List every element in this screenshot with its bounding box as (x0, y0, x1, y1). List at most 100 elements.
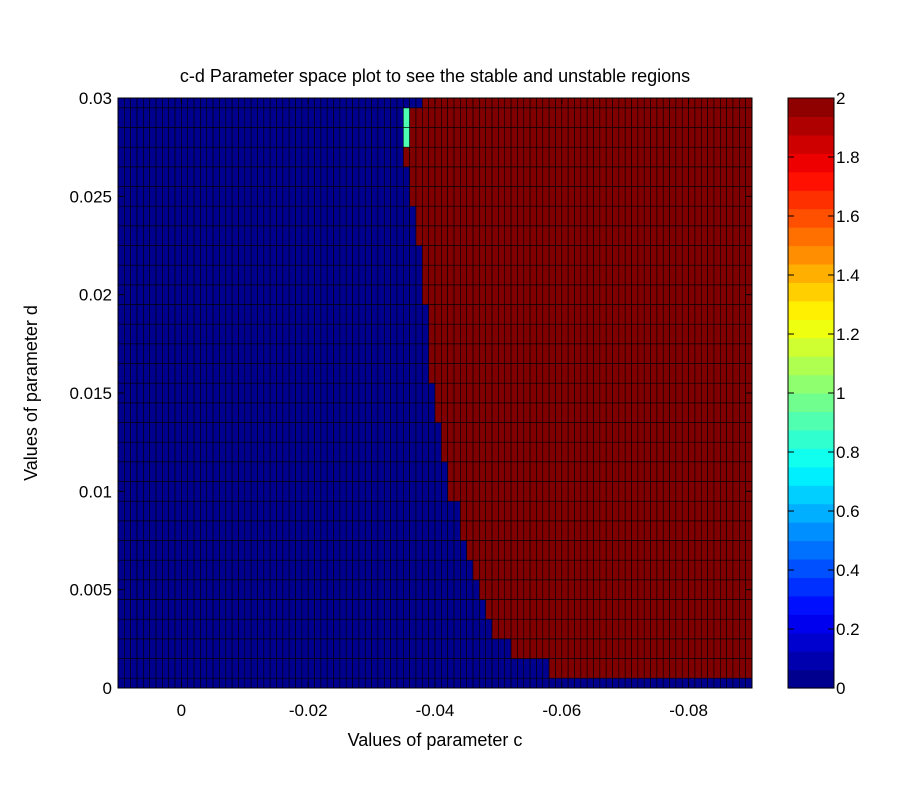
heatmap-cell (498, 323, 506, 345)
heatmap-cell (295, 97, 303, 109)
heatmap-cell (295, 599, 303, 620)
heatmap-cell (498, 225, 506, 246)
heatmap-cell (643, 500, 651, 522)
heatmap-cell (567, 500, 575, 522)
heatmap-cell (479, 245, 487, 266)
heatmap-cell (561, 107, 569, 128)
heatmap-cell (441, 323, 448, 345)
heatmap-cell (276, 618, 284, 640)
heatmap-cell (491, 284, 499, 305)
heatmap-cell (510, 304, 518, 325)
heatmap-cell (136, 382, 144, 404)
colorbar-tick-label: 0 (836, 679, 845, 698)
heatmap-cell (675, 599, 683, 620)
heatmap-cell (460, 520, 467, 541)
heatmap-cell (276, 323, 284, 345)
heatmap-cell (491, 540, 499, 561)
heatmap-cell (136, 127, 144, 148)
heatmap-cell (580, 166, 588, 187)
heatmap-cell (231, 264, 239, 286)
heatmap-cell (143, 146, 151, 168)
heatmap-cell (599, 658, 607, 679)
heatmap-cell (364, 579, 372, 600)
heatmap-cell (124, 304, 131, 325)
heatmap-cell (555, 264, 563, 286)
heatmap-cell (390, 658, 398, 679)
heatmap-cell (561, 579, 569, 600)
heatmap-cell (460, 559, 467, 581)
heatmap-cell (282, 225, 290, 246)
heatmap-cell (320, 402, 328, 423)
heatmap-cell (162, 323, 170, 345)
heatmap-cell (700, 343, 708, 364)
heatmap-cell (618, 205, 626, 227)
heatmap-cell (472, 284, 480, 305)
heatmap-cell (168, 97, 176, 109)
heatmap-cell (624, 382, 632, 404)
heatmap-cell (466, 500, 474, 522)
x-tick-label: -0.04 (416, 701, 455, 720)
heatmap-cell (586, 264, 594, 286)
heatmap-cell (650, 422, 658, 443)
heatmap-cell (225, 461, 233, 482)
heatmap-cell (669, 382, 677, 404)
heatmap-cell (396, 461, 404, 482)
colorbar-swatch (788, 190, 834, 210)
heatmap-cell (402, 402, 410, 423)
heatmap-cell (212, 225, 220, 246)
heatmap-cell (643, 127, 651, 148)
heatmap-cell (136, 107, 144, 128)
heatmap-cell (276, 520, 284, 541)
heatmap-cell (688, 304, 696, 325)
heatmap-cell (485, 245, 493, 266)
heatmap-cell (238, 97, 246, 109)
heatmap-cell (523, 186, 531, 207)
heatmap-cell (124, 658, 131, 679)
heatmap-cell (181, 500, 189, 522)
heatmap-cell (358, 363, 366, 384)
heatmap-cell (434, 540, 442, 561)
heatmap-cell (181, 461, 189, 482)
heatmap-cell (599, 304, 607, 325)
heatmap-cell (580, 500, 588, 522)
heatmap-cell (422, 481, 429, 502)
heatmap-cell (700, 500, 708, 522)
heatmap-cell (168, 107, 176, 128)
heatmap-cell (288, 127, 296, 148)
heatmap-cell (536, 618, 544, 640)
heatmap-cell (345, 127, 353, 148)
heatmap-cell (124, 225, 131, 246)
heatmap-cell (669, 579, 677, 600)
heatmap-cell (510, 618, 518, 640)
heatmap-cell (561, 441, 569, 463)
heatmap-cell (263, 481, 271, 502)
colorbar-swatch (788, 153, 834, 173)
heatmap-cell (434, 304, 442, 325)
heatmap-cell (415, 97, 423, 109)
heatmap-cell (200, 205, 208, 227)
heatmap-cell (326, 481, 334, 502)
heatmap-cell (726, 284, 734, 305)
heatmap-cell (719, 264, 727, 286)
heatmap-cell (491, 402, 499, 423)
heatmap-cell (599, 461, 607, 482)
heatmap-cell (225, 127, 233, 148)
heatmap-cell (694, 677, 702, 689)
heatmap-cell (580, 245, 588, 266)
heatmap-cell (162, 638, 170, 659)
heatmap-cell (409, 382, 417, 404)
heatmap-cell (231, 579, 239, 600)
heatmap-cell (276, 245, 284, 266)
heatmap-cell (485, 402, 493, 423)
heatmap-cell (491, 461, 499, 482)
heatmap-cell (434, 225, 442, 246)
heatmap-cell (700, 638, 708, 659)
heatmap-cell (637, 146, 645, 168)
heatmap-cell (624, 363, 632, 384)
heatmap-cell (447, 677, 455, 689)
heatmap-cell (155, 500, 163, 522)
heatmap-cell (612, 500, 620, 522)
heatmap-cell (187, 559, 195, 581)
heatmap-cell (618, 540, 626, 561)
heatmap-cell (472, 304, 480, 325)
